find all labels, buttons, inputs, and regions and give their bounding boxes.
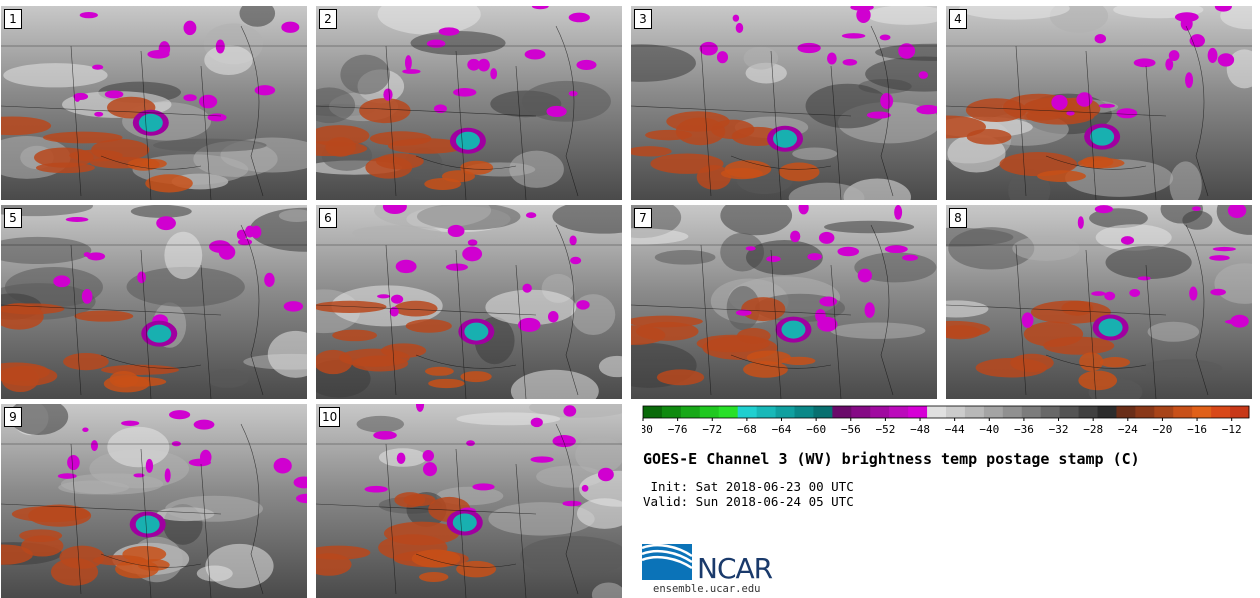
member-number-label: 9 xyxy=(4,407,22,427)
member-number-label: 7 xyxy=(634,208,652,228)
chart-title: GOES-E Channel 3 (WV) brightness temp po… xyxy=(643,450,1140,468)
colorbar-bin xyxy=(718,406,739,418)
wv-brightness-map xyxy=(946,6,1252,200)
colorbar-tick-label: −56 xyxy=(841,423,861,436)
colorbar-bin xyxy=(889,406,909,418)
wv-brightness-map xyxy=(1,404,307,598)
postage-stamp-panel: 2 xyxy=(316,6,622,200)
member-number-label: 4 xyxy=(949,9,967,29)
colorbar-bin xyxy=(927,406,947,418)
member-number-label: 5 xyxy=(4,208,22,228)
postage-stamp-panel: 5 xyxy=(1,205,307,399)
valid-time: Valid: Sun 2018-06-24 05 UTC xyxy=(643,494,854,509)
colorbar-bin xyxy=(983,406,1004,418)
colorbar-bin xyxy=(813,406,833,418)
init-time: Init: Sat 2018-06-23 00 UTC xyxy=(643,479,854,494)
site-url: ensemble.ucar.edu xyxy=(653,583,761,595)
colorbar-bin xyxy=(1173,406,1193,418)
wv-brightness-map xyxy=(1,205,307,399)
wv-brightness-map xyxy=(946,205,1252,399)
colorbar-tick-label: −28 xyxy=(1083,423,1103,436)
colorbar-bin xyxy=(775,406,795,418)
colorbar-bin xyxy=(851,406,871,418)
colorbar-bin xyxy=(1002,406,1023,418)
colorbar-tick-label: −36 xyxy=(1014,423,1034,436)
colorbar-bin xyxy=(1230,406,1250,418)
colorbar-bin xyxy=(1040,406,1061,418)
ncar-logo-icon xyxy=(642,544,693,580)
colorbar: −80 −76 −72 −68 −64 −60 −56 −52 −48 −44 −40 −36 −32 −… xyxy=(642,405,1250,436)
colorbar-bin xyxy=(908,406,928,418)
colorbar-bin xyxy=(661,406,682,418)
colorbar-bin xyxy=(756,406,777,418)
wv-brightness-map xyxy=(316,6,622,200)
member-number-label: 6 xyxy=(319,208,337,228)
postage-stamp-panel: 4 xyxy=(946,6,1252,200)
wv-brightness-map xyxy=(316,205,622,399)
colorbar-bin xyxy=(870,406,890,418)
postage-stamp-panel: 7 xyxy=(631,205,937,399)
colorbar-bin xyxy=(1154,406,1174,418)
colorbar-tick-label: −68 xyxy=(737,423,757,436)
colorbar-tick-label: −80 xyxy=(642,423,653,436)
colorbar-bin xyxy=(1059,406,1080,418)
postage-stamp-panel: 1 xyxy=(1,6,307,200)
wv-brightness-map xyxy=(631,6,937,200)
colorbar-tick-label: −20 xyxy=(1152,423,1172,436)
postage-stamp-panel: 6 xyxy=(316,205,622,399)
member-number-label: 1 xyxy=(4,9,22,29)
wv-brightness-map xyxy=(631,205,937,399)
member-number-label: 8 xyxy=(949,208,967,228)
colorbar-tick-label: −60 xyxy=(806,423,826,436)
colorbar-bin xyxy=(794,406,814,418)
postage-stamp-panel: 9 xyxy=(1,404,307,598)
colorbar-border xyxy=(642,405,1250,419)
colorbar-bin xyxy=(1078,406,1098,418)
colorbar-bin xyxy=(680,406,701,418)
colorbar-bin xyxy=(1135,406,1155,418)
colorbar-bin xyxy=(1192,406,1212,418)
wv-brightness-map xyxy=(1,6,307,200)
colorbar-bin xyxy=(1097,406,1117,418)
colorbar-bin xyxy=(643,406,663,418)
colorbar-tick-label: −48 xyxy=(910,423,930,436)
colorbar-bin xyxy=(1116,406,1136,418)
colorbar-tick-label: −12 xyxy=(1222,423,1242,436)
postage-stamp-panel: 3 xyxy=(631,6,937,200)
postage-stamp-panel: 8 xyxy=(946,205,1252,399)
postage-stamp-panel: 10 xyxy=(316,404,622,598)
colorbar-bin xyxy=(1211,406,1231,418)
colorbar-bin xyxy=(699,406,720,418)
colorbar-bin xyxy=(737,406,758,418)
colorbar-tick-label: −76 xyxy=(668,423,688,436)
colorbar-tick-label: −40 xyxy=(979,423,999,436)
colorbar-tick-label: −72 xyxy=(702,423,722,436)
colorbar-bin xyxy=(832,406,852,418)
colorbar-tick-label: −44 xyxy=(945,423,965,436)
colorbar-tick-label: −32 xyxy=(1049,423,1069,436)
member-number-label: 2 xyxy=(319,9,337,29)
colorbar-tick-label: −24 xyxy=(1118,423,1138,436)
colorbar-tick-label: −16 xyxy=(1187,423,1207,436)
colorbar-tick-label: −64 xyxy=(772,423,792,436)
ncar-wordmark: NCAR xyxy=(697,552,773,585)
member-number-label: 3 xyxy=(634,9,652,29)
colorbar-bin xyxy=(964,406,985,418)
colorbar-tick-label: −52 xyxy=(875,423,895,436)
colorbar-bin xyxy=(946,406,966,418)
member-number-label: 10 xyxy=(319,407,341,427)
wv-brightness-map xyxy=(316,404,622,598)
colorbar-bin xyxy=(1021,406,1042,418)
